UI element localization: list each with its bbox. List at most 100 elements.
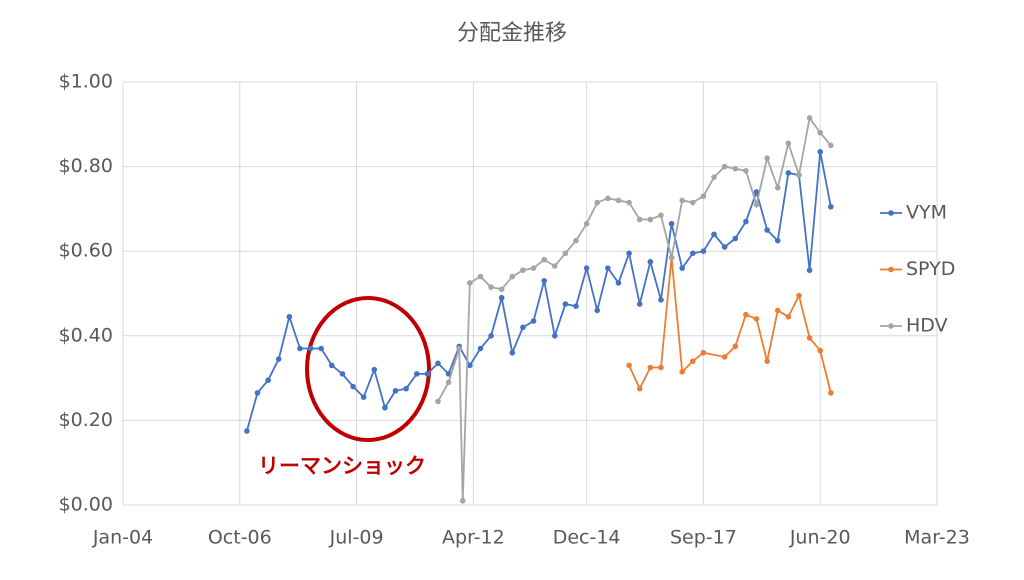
- data-point: [467, 362, 473, 369]
- x-tick-label: Jan-04: [92, 527, 153, 549]
- data-point: [392, 387, 399, 394]
- data-point: [700, 248, 707, 254]
- data-point: [679, 197, 685, 204]
- data-point: [477, 273, 484, 280]
- data-point: [520, 267, 526, 274]
- data-point: [605, 265, 611, 271]
- data-point: [785, 170, 792, 176]
- data-point: [658, 364, 664, 371]
- x-tick-label: Dec-14: [553, 527, 621, 549]
- data-point: [583, 265, 590, 271]
- legend-label: VYM: [906, 202, 947, 224]
- data-point: [459, 497, 466, 504]
- data-point: [286, 313, 293, 320]
- data-point: [690, 250, 696, 257]
- data-point: [541, 278, 547, 284]
- data-point: [647, 216, 654, 223]
- data-point: [668, 220, 675, 227]
- data-point: [573, 237, 579, 244]
- data-point: [615, 197, 622, 204]
- data-point: [753, 316, 760, 322]
- y-tick-label: $0.80: [59, 155, 113, 177]
- data-point: [700, 193, 707, 200]
- x-tick-label: Mar-23: [904, 527, 970, 549]
- y-tick-label: $0.60: [59, 240, 113, 262]
- data-point: [817, 148, 824, 155]
- data-point: [467, 280, 473, 286]
- data-point: [732, 235, 739, 242]
- y-tick-label: $0.00: [59, 494, 113, 516]
- data-point: [817, 129, 824, 136]
- data-point: [732, 343, 739, 350]
- data-point: [806, 115, 813, 121]
- x-tick-label: Jul-09: [329, 527, 384, 549]
- annotation: リーマンショック: [258, 454, 426, 478]
- data-point: [753, 201, 760, 208]
- data-point: [488, 333, 494, 339]
- data-point: [711, 231, 717, 238]
- data-point: [477, 345, 484, 352]
- data-point: [636, 385, 643, 392]
- data-point: [562, 301, 569, 307]
- data-point: [679, 265, 685, 271]
- data-point: [329, 362, 335, 369]
- data-point: [456, 345, 463, 352]
- data-point: [424, 371, 431, 377]
- data-point: [743, 168, 749, 174]
- data-point: [382, 404, 388, 411]
- data-point: [530, 318, 537, 324]
- data-point: [573, 303, 579, 309]
- data-point: [371, 366, 378, 373]
- data-point: [796, 292, 802, 299]
- data-point: [626, 250, 632, 257]
- data-point: [764, 227, 770, 233]
- data-point: [244, 428, 250, 434]
- data-point: [828, 142, 834, 149]
- data-point: [774, 184, 781, 191]
- data-point: [435, 398, 441, 405]
- data-point: [551, 263, 558, 269]
- data-point: [785, 140, 792, 147]
- data-point: [721, 244, 728, 250]
- data-point: [711, 174, 717, 180]
- chart-title: 分配金推移: [457, 21, 567, 46]
- data-point: [275, 356, 282, 362]
- data-point: [445, 379, 452, 386]
- data-point: [636, 216, 643, 223]
- data-point: [743, 218, 749, 225]
- data-point: [774, 307, 781, 314]
- data-point: [690, 358, 696, 364]
- data-point: [817, 347, 824, 354]
- x-tick-label: Oct-06: [208, 527, 272, 549]
- data-point: [806, 335, 813, 341]
- x-tick-label: Apr-12: [442, 527, 505, 549]
- y-tick-label: $1.00: [59, 71, 113, 93]
- data-point: [647, 258, 654, 265]
- data-point: [594, 307, 601, 314]
- data-point: [594, 199, 601, 206]
- data-point: [828, 203, 834, 210]
- data-point: [615, 280, 622, 286]
- data-point: [605, 195, 611, 202]
- data-point: [435, 360, 441, 367]
- data-point: [679, 368, 685, 375]
- data-point: [498, 294, 505, 301]
- data-point: [530, 265, 537, 271]
- data-point: [753, 189, 760, 195]
- data-point: [721, 163, 728, 170]
- legend-marker: [888, 323, 894, 329]
- legend-marker: [888, 266, 894, 273]
- data-point: [806, 267, 813, 274]
- data-point: [626, 199, 632, 206]
- y-tick-label: $0.20: [59, 409, 113, 431]
- data-point: [562, 250, 569, 257]
- data-point: [488, 284, 494, 290]
- data-point: [297, 345, 303, 352]
- data-point: [318, 345, 324, 352]
- data-point: [551, 333, 558, 339]
- data-point: [265, 377, 271, 384]
- data-point: [796, 172, 802, 178]
- data-point: [828, 390, 834, 396]
- data-point: [700, 349, 707, 356]
